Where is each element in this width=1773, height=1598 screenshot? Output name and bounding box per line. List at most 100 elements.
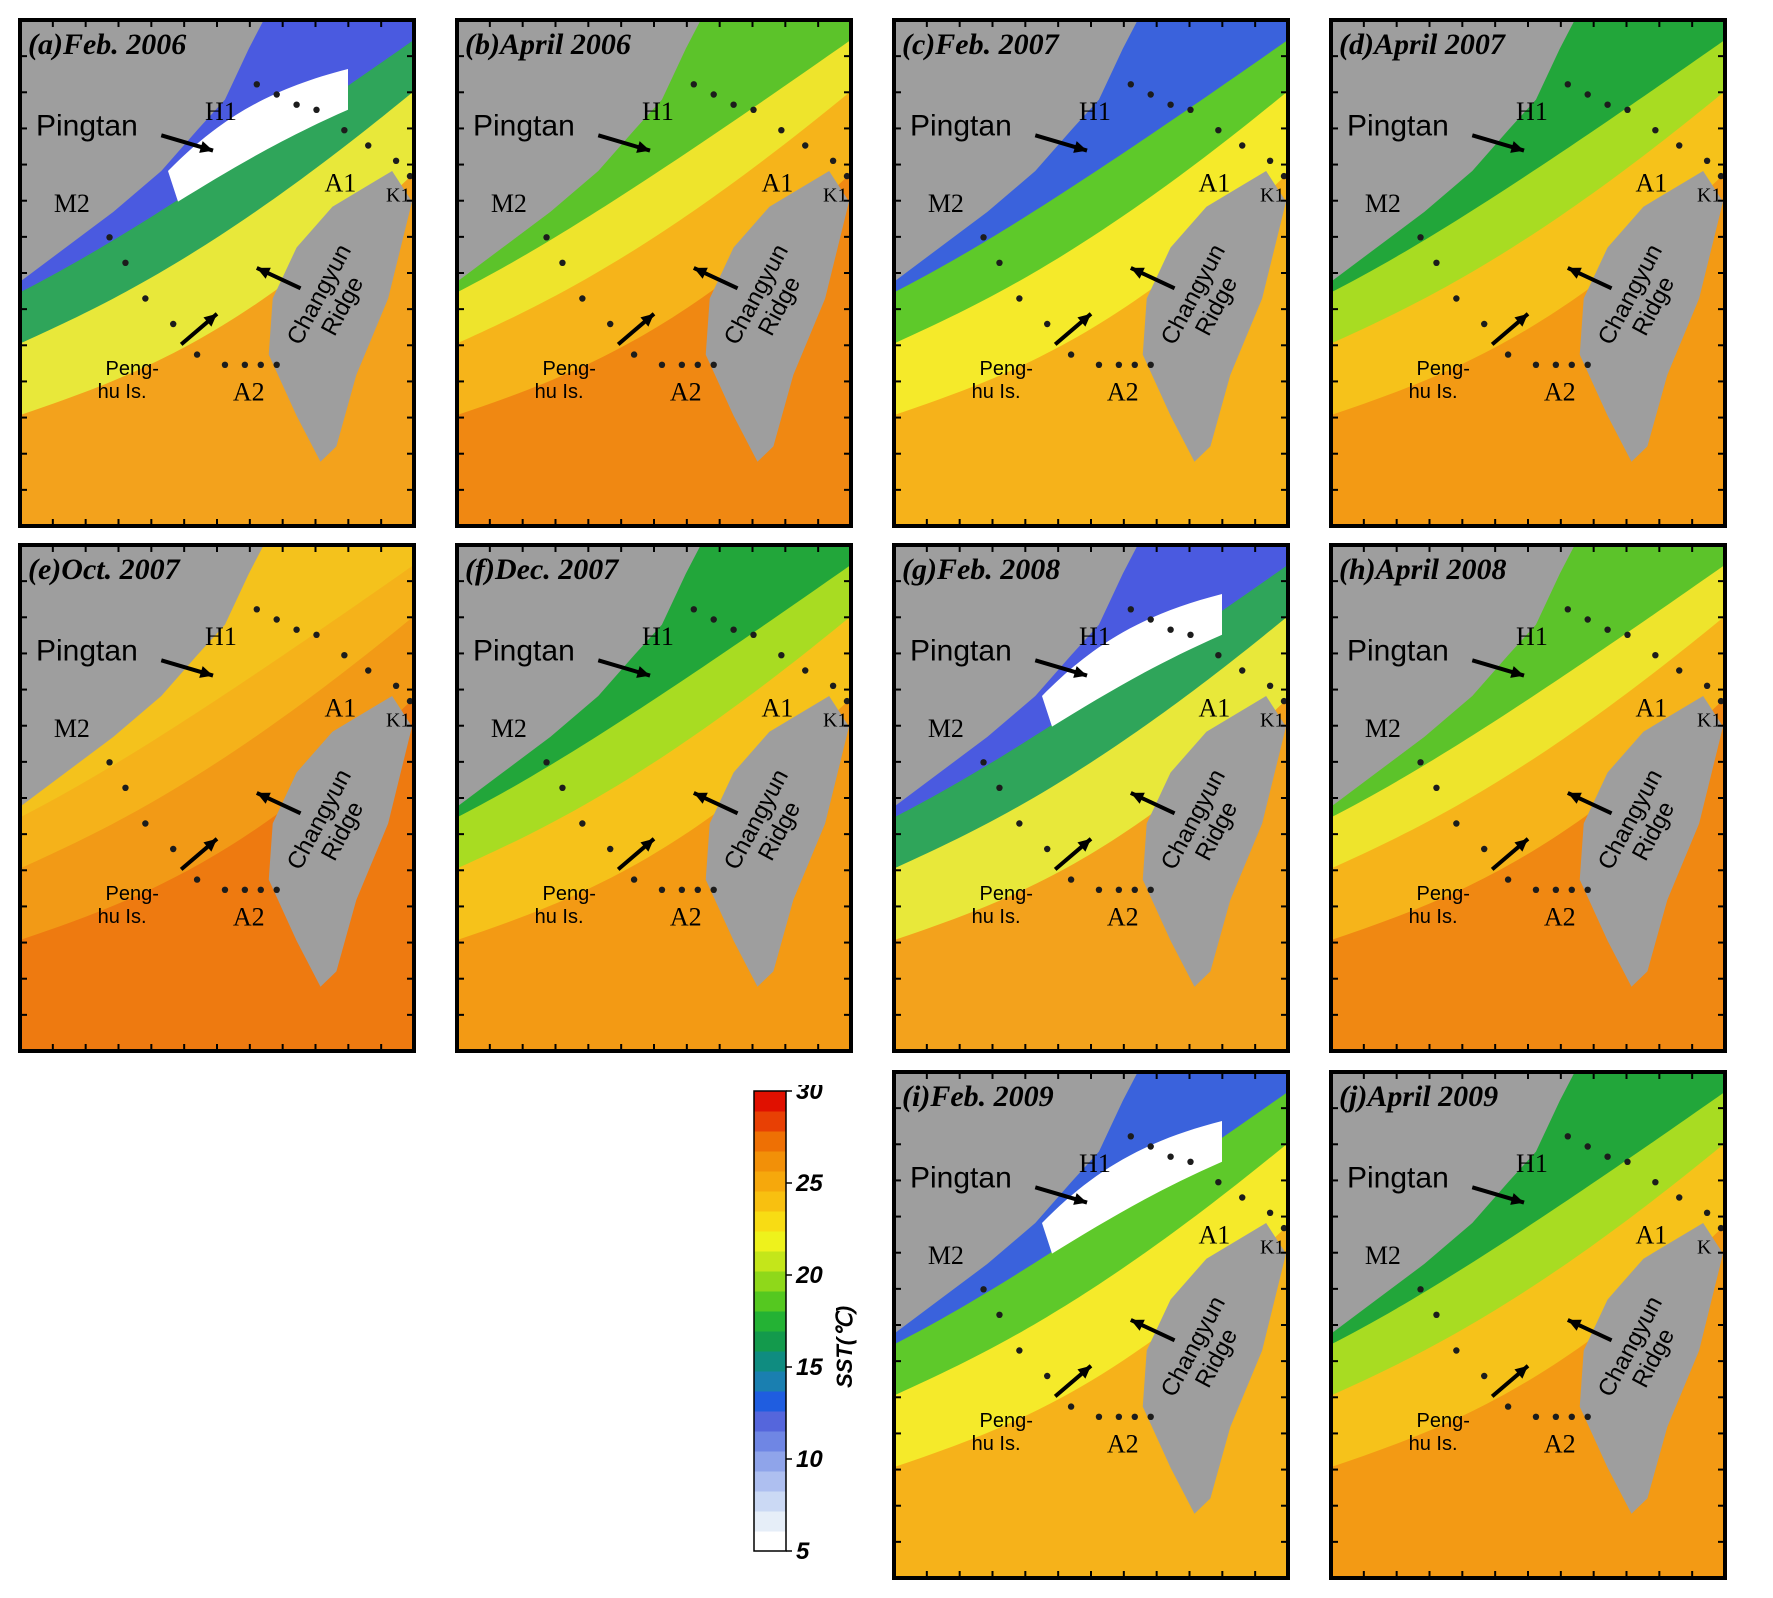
station-dot [1215, 1179, 1222, 1186]
station-dot [980, 759, 987, 766]
station-dot [1016, 820, 1023, 827]
colorbar-swatch [754, 1091, 786, 1112]
pingtan-arrow-icon [1471, 658, 1525, 678]
label-penghu-line1: Peng- [1417, 358, 1470, 380]
label-k1: K1 [823, 710, 847, 732]
label-m2: M2 [491, 714, 527, 743]
taiwan-island [705, 696, 850, 987]
colorbar-swatch [754, 1371, 786, 1392]
station-dot [579, 820, 586, 827]
label-h1: H1 [642, 622, 674, 651]
taiwan-island [268, 171, 413, 462]
label-k1: K1 [1697, 710, 1721, 732]
colorbar-swatch [754, 1471, 786, 1492]
label-a2: A2 [1107, 1430, 1139, 1459]
station-dot [1532, 1413, 1540, 1420]
penghu-arrow-icon [616, 312, 656, 346]
taiwan-island [1579, 696, 1724, 987]
station-dot [1433, 1311, 1440, 1318]
station-dot [1433, 259, 1440, 266]
station-k1-dot [1717, 1224, 1725, 1232]
label-a1: A1 [1635, 1220, 1667, 1249]
label-penghu-line2: hu Is. [535, 906, 584, 928]
station-k1-dot [1280, 697, 1288, 705]
map-panel: (g)Feb. 2008 Pingtan H1 M2 A1 K1 A2 Peng-hu Is.… [892, 543, 1290, 1053]
map-panel: (f)Dec. 2007 Pingtan H1 M2 A1 K1 A2 Peng-hu Is.… [455, 543, 853, 1053]
station-dot [253, 81, 260, 88]
station-dot [193, 876, 201, 883]
station-dot [1266, 682, 1274, 689]
station-dot [1481, 320, 1488, 328]
panel-title: (h)April 2008 [1339, 553, 1507, 586]
pingtan-arrow-icon [160, 658, 214, 678]
station-dot [1504, 351, 1512, 358]
station-dot [293, 101, 300, 108]
label-pingtan: Pingtan [1347, 634, 1449, 667]
station-dot [1552, 1413, 1560, 1420]
station-dot [1187, 1158, 1194, 1165]
station-dot [106, 759, 113, 766]
label-pingtan: Pingtan [36, 634, 138, 667]
label-m2: M2 [928, 714, 964, 743]
station-dot [341, 127, 348, 134]
station-dot [1552, 361, 1560, 368]
colorbar-swatch [754, 1111, 786, 1132]
colorbar-tick-label: 25 [795, 1170, 823, 1197]
station-dot [658, 361, 666, 368]
station-dot [313, 106, 320, 114]
station-dot [630, 876, 638, 883]
label-penghu-line2: hu Is. [535, 381, 584, 403]
mainland-china [892, 1070, 1139, 1336]
label-a1: A1 [761, 168, 793, 197]
panel-title: (d)April 2007 [1339, 28, 1506, 61]
station-dot [543, 759, 550, 766]
ridge-arrow-icon [692, 791, 739, 816]
label-h1: H1 [205, 97, 237, 126]
colorbar-swatch [754, 1291, 786, 1312]
station-dot [750, 631, 757, 638]
mainland-china [455, 543, 702, 809]
label-penghu-line1: Peng- [1417, 1410, 1470, 1432]
station-dot [273, 616, 280, 623]
label-pingtan: Pingtan [1347, 1161, 1449, 1194]
penghu-arrow-icon [1490, 837, 1530, 871]
station-dot [694, 886, 701, 893]
pingtan-arrow-icon [1034, 133, 1088, 153]
map-panel: (c)Feb. 2007 Pingtan H1 M2 A1 K1 A2 Peng-hu Is.… [892, 18, 1290, 528]
station-dot [1417, 759, 1424, 766]
station-k1-dot [1280, 1224, 1288, 1232]
station-dot [1584, 616, 1591, 623]
station-dot [273, 91, 280, 98]
station-dot [1453, 1347, 1460, 1354]
label-h1: H1 [1079, 622, 1111, 651]
map-panel: (e)Oct. 2007 Pingtan H1 M2 A1 K1 A2 Peng-hu Is.… [18, 543, 416, 1053]
colorbar-swatch [754, 1151, 786, 1172]
colorbar-swatch [754, 1451, 786, 1472]
label-k1: K1 [823, 185, 847, 207]
panel-title: (j)April 2009 [1339, 1080, 1498, 1113]
penghu-arrow-icon [1053, 837, 1093, 871]
station-dot [170, 320, 177, 328]
taiwan-island [268, 696, 413, 987]
label-a1: A1 [1635, 693, 1667, 722]
station-dot [1044, 845, 1051, 853]
station-dot [750, 106, 757, 114]
station-dot [1095, 361, 1103, 368]
station-dot [122, 259, 129, 266]
penghu-arrow-icon [1053, 312, 1093, 346]
station-dot [980, 234, 987, 241]
station-dot [106, 234, 113, 241]
station-dot [579, 295, 586, 302]
station-k1-dot [1717, 697, 1725, 705]
station-dot [1044, 320, 1051, 328]
label-a2: A2 [1107, 903, 1139, 932]
label-k1: K1 [1697, 185, 1721, 207]
label-h1: H1 [205, 622, 237, 651]
station-dot [1016, 295, 1023, 302]
station-dot [1147, 361, 1154, 368]
station-dot [241, 361, 249, 368]
label-penghu-line1: Peng- [980, 883, 1033, 905]
station-dot [1167, 101, 1174, 108]
station-dot [710, 361, 717, 368]
pingtan-arrow-icon [1471, 1185, 1525, 1205]
